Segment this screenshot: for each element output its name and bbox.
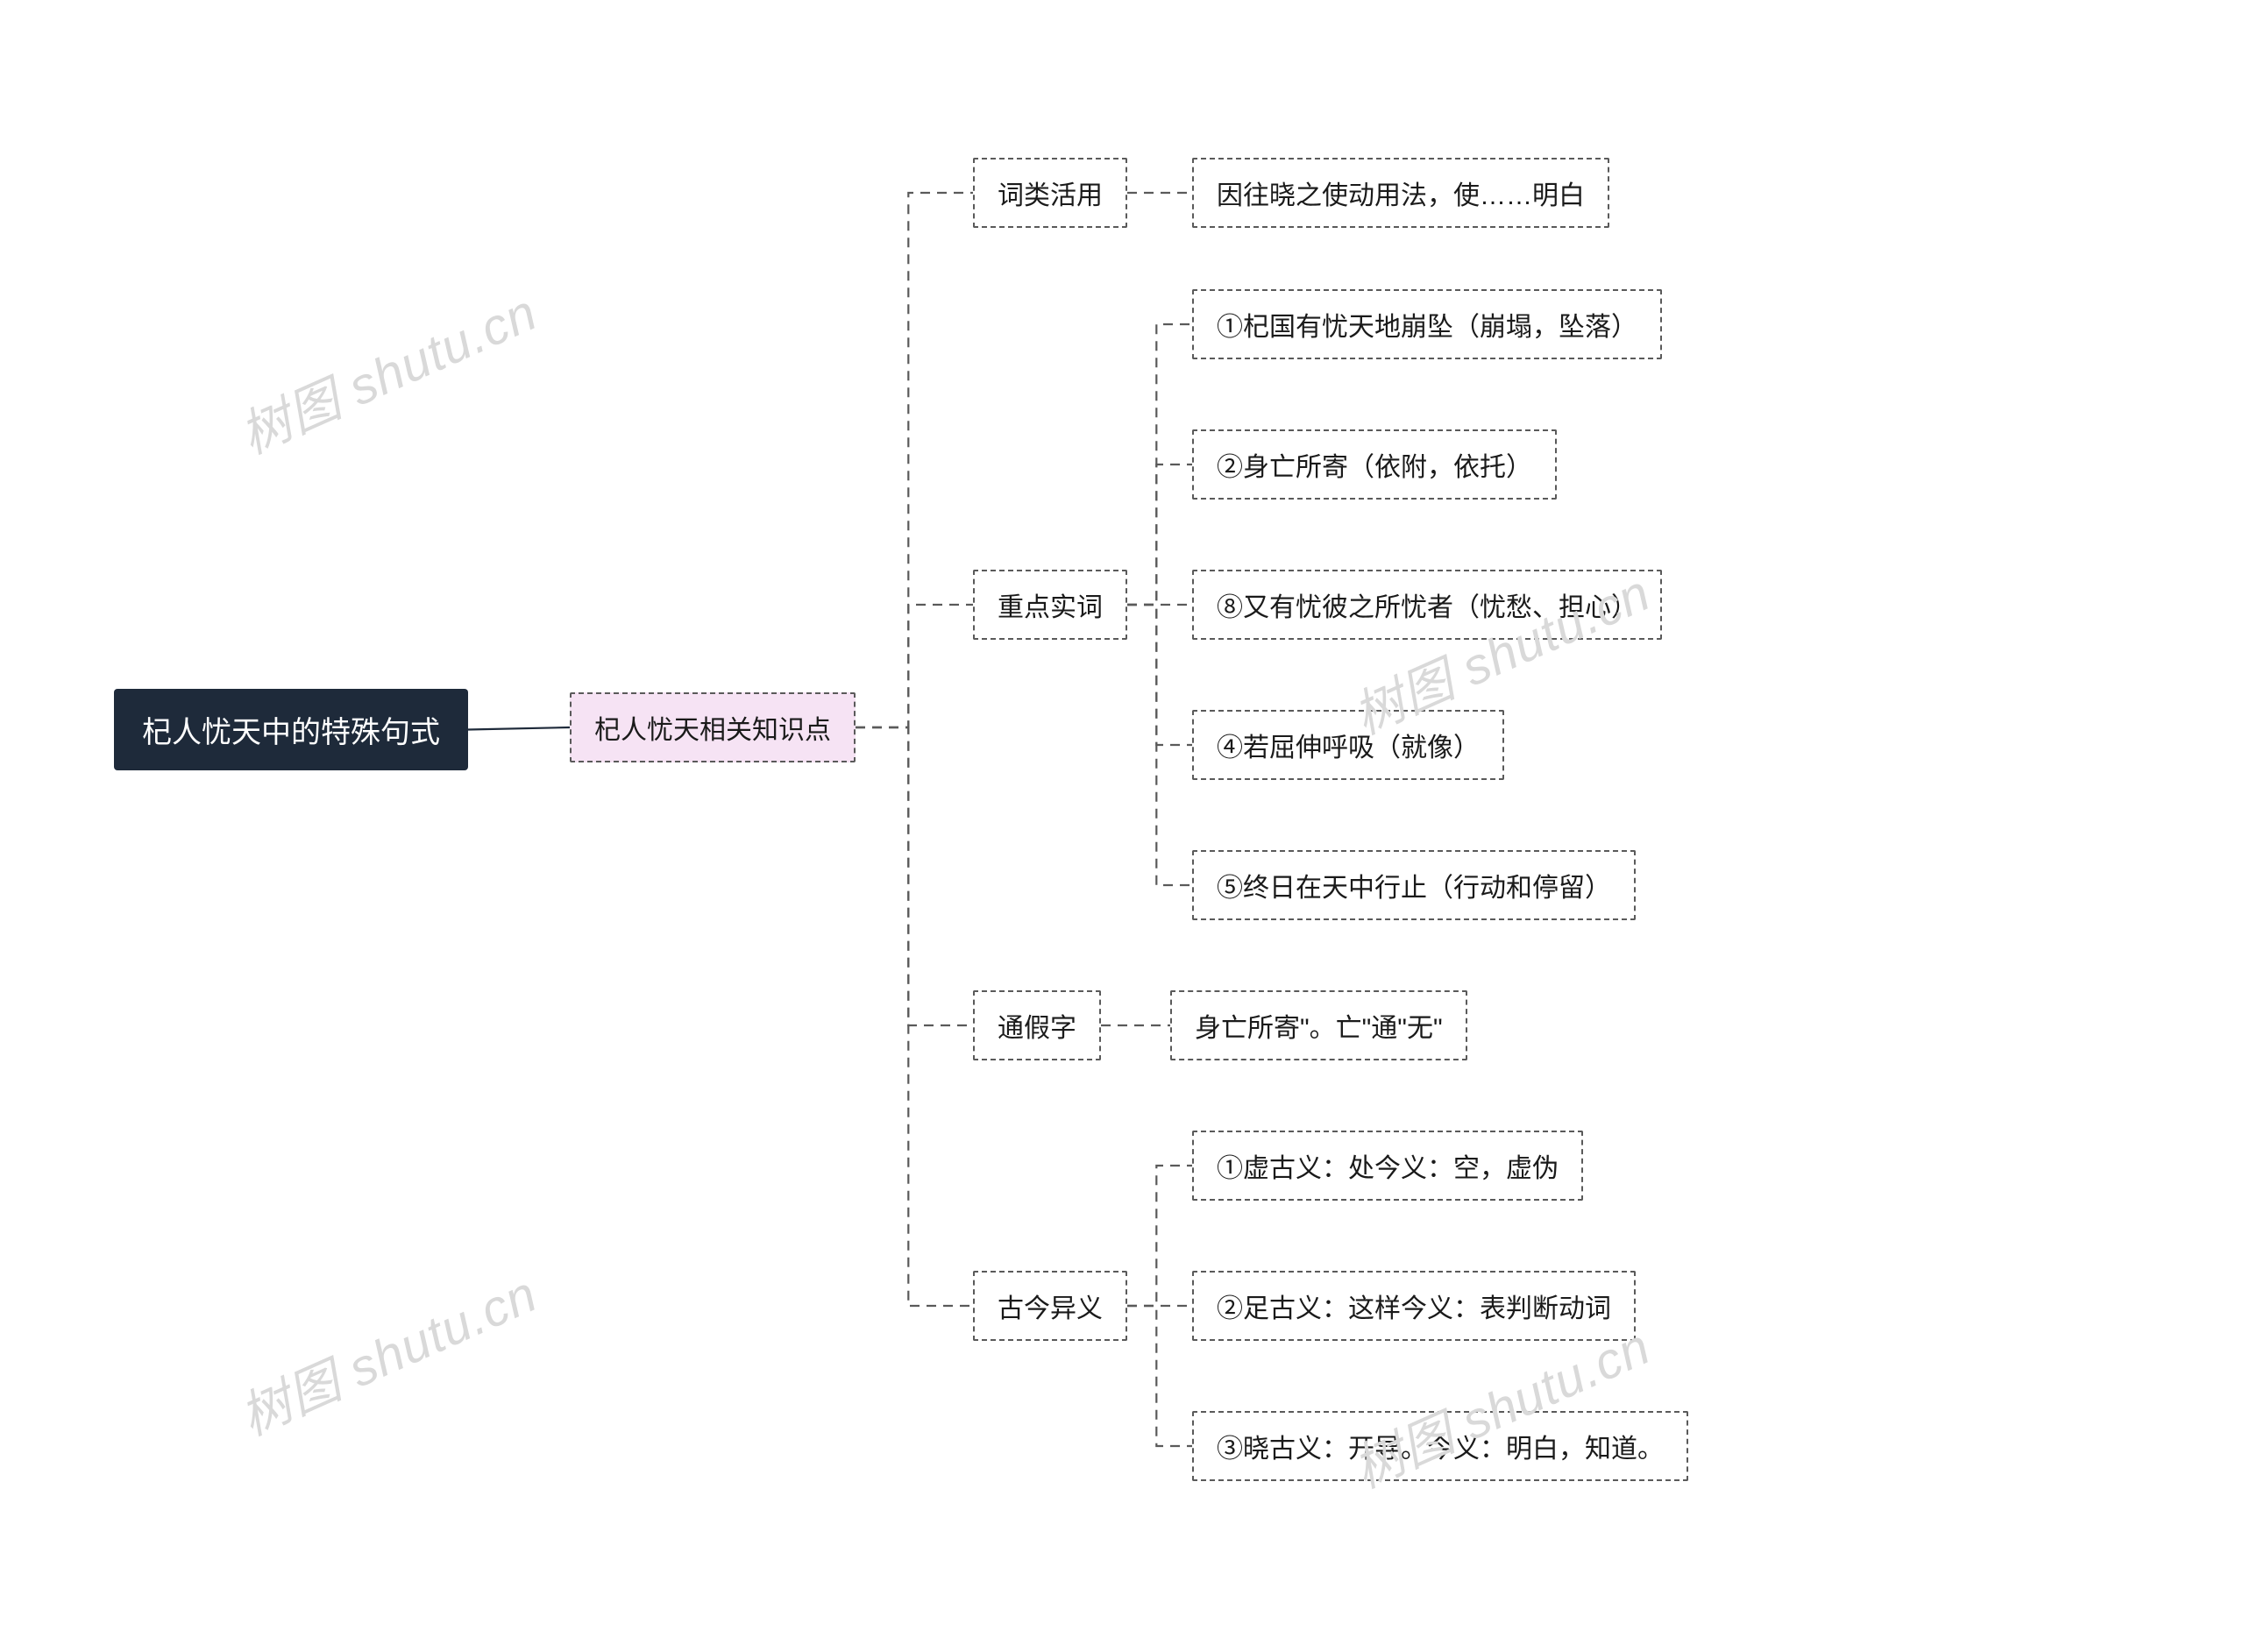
root-node: 杞人忧天中的特殊句式 (114, 689, 468, 770)
branch-1-child-1: ②身亡所寄（依附，依托） (1192, 429, 1557, 500)
branch-2-child-0: 身亡所寄"。亡"通"无" (1170, 990, 1467, 1060)
branch-1-child-2: ⑧又有忧彼之所忧者（忧愁、担心） (1192, 570, 1662, 640)
branch-3-label: 古今异义 (973, 1271, 1127, 1341)
branch-1-child-0: ①杞国有忧天地崩坠（崩塌，坠落） (1192, 289, 1662, 359)
branch-3-child-0: ①虚古义：处今义：空，虚伪 (1192, 1131, 1583, 1201)
level1-node: 杞人忧天相关知识点 (570, 692, 856, 762)
edge-layer (0, 0, 2244, 1652)
branch-3-child-2: ③晓古义：开导。今义：明白，知道。 (1192, 1411, 1688, 1481)
branch-2-label: 通假字 (973, 990, 1101, 1060)
branch-0-label: 词类活用 (973, 158, 1127, 228)
branch-3-child-1: ②足古义：这样今义：表判断动词 (1192, 1271, 1636, 1341)
branch-1-label: 重点实词 (973, 570, 1127, 640)
mindmap-canvas: 杞人忧天中的特殊句式 杞人忧天相关知识点 词类活用 因往晓之使动用法，使……明白… (0, 0, 2244, 1652)
branch-1-child-4: ⑤终日在天中行止（行动和停留） (1192, 850, 1636, 920)
branch-1-child-3: ④若屈伸呼吸（就像） (1192, 710, 1504, 780)
branch-0-child-0: 因往晓之使动用法，使……明白 (1192, 158, 1609, 228)
